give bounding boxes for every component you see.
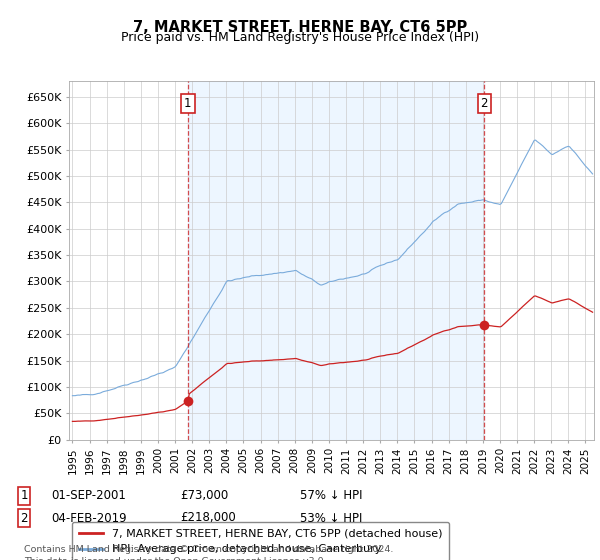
Text: 2: 2 bbox=[481, 97, 488, 110]
Text: 53% ↓ HPI: 53% ↓ HPI bbox=[300, 511, 362, 525]
Text: Contains HM Land Registry data © Crown copyright and database right 2024.
This d: Contains HM Land Registry data © Crown c… bbox=[24, 545, 394, 560]
Text: 7, MARKET STREET, HERNE BAY, CT6 5PP: 7, MARKET STREET, HERNE BAY, CT6 5PP bbox=[133, 20, 467, 35]
Bar bbox=[188, 81, 484, 440]
Text: 1: 1 bbox=[184, 97, 191, 110]
Text: £73,000: £73,000 bbox=[180, 489, 228, 502]
Text: 01-SEP-2001: 01-SEP-2001 bbox=[51, 489, 126, 502]
Text: 04-FEB-2019: 04-FEB-2019 bbox=[51, 511, 127, 525]
Text: Price paid vs. HM Land Registry's House Price Index (HPI): Price paid vs. HM Land Registry's House … bbox=[121, 31, 479, 44]
Legend: 7, MARKET STREET, HERNE BAY, CT6 5PP (detached house), HPI: Average price, detac: 7, MARKET STREET, HERNE BAY, CT6 5PP (de… bbox=[72, 522, 449, 560]
Text: £218,000: £218,000 bbox=[180, 511, 236, 525]
Text: 1: 1 bbox=[20, 489, 28, 502]
Text: 2: 2 bbox=[20, 511, 28, 525]
Text: 57% ↓ HPI: 57% ↓ HPI bbox=[300, 489, 362, 502]
